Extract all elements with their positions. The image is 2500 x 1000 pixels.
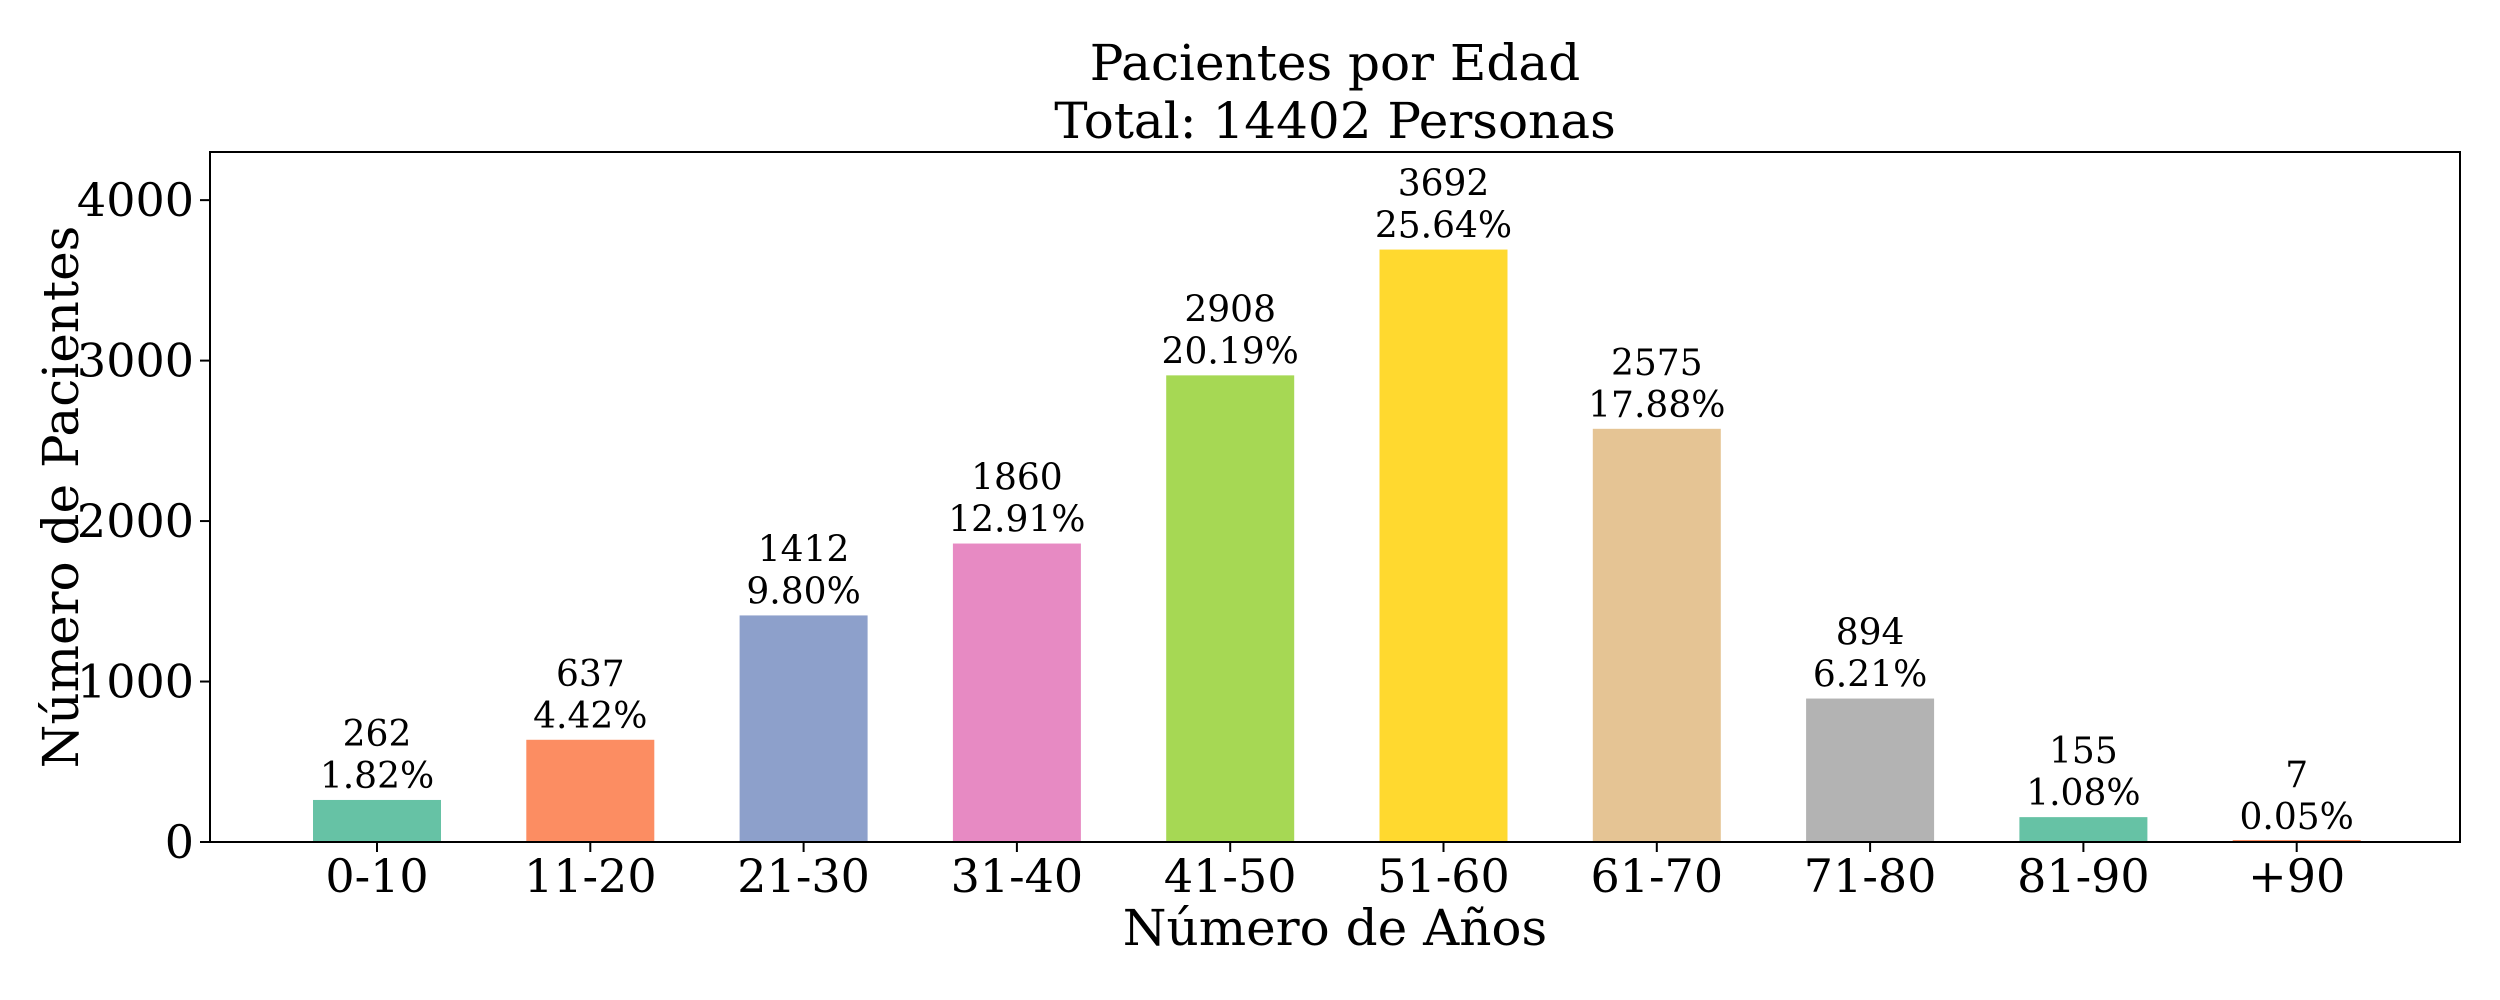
bar-value-label: 7 bbox=[2285, 755, 2308, 796]
y-axis-ticks: 0 1000 2000 3000 4000 bbox=[77, 173, 210, 869]
plot-area-frame bbox=[209, 151, 2461, 843]
chart-subtitle: Total: 14402 Personas bbox=[1054, 92, 1615, 150]
bar-percent-label: 17.88% bbox=[1588, 385, 1725, 426]
bar-percent-label: 25.64% bbox=[1375, 206, 1512, 247]
bar-value-label: 2575 bbox=[1611, 343, 1703, 384]
chart-title: Pacientes por Edad bbox=[1090, 34, 1580, 92]
y-tick-label: 1000 bbox=[77, 655, 194, 709]
bar-41-50 bbox=[1166, 375, 1295, 842]
bar-81-90 bbox=[2019, 817, 2148, 842]
bar-percent-label: 9.80% bbox=[746, 571, 860, 612]
bar-percent-label: 1.82% bbox=[320, 756, 434, 797]
bar-value-label: 1860 bbox=[971, 458, 1063, 499]
bar-61-70 bbox=[1592, 428, 1721, 842]
bar-percent-label: 1.08% bbox=[2026, 773, 2140, 814]
bar-percent-label: 0.05% bbox=[2240, 797, 2354, 838]
y-tick-label: 4000 bbox=[77, 173, 194, 227]
x-tick-label: 41-50 bbox=[1164, 849, 1297, 903]
x-tick-label: 51-60 bbox=[1377, 849, 1510, 903]
x-tick-label: 71-80 bbox=[1804, 849, 1937, 903]
y-tick-label: 3000 bbox=[77, 334, 194, 388]
x-tick-label: 61-70 bbox=[1590, 849, 1723, 903]
bar-value-label: 637 bbox=[556, 654, 625, 695]
bar-value-label: 1412 bbox=[758, 529, 850, 570]
bar-value-label: 2908 bbox=[1184, 289, 1276, 330]
y-tick-label: 0 bbox=[165, 815, 194, 869]
bar-0-10 bbox=[313, 799, 441, 842]
x-tick-label: +90 bbox=[2248, 849, 2345, 903]
bar-percent-label: 12.91% bbox=[948, 500, 1085, 541]
x-axis-label: Número de Años bbox=[1123, 899, 1547, 957]
x-tick-label: 0-10 bbox=[325, 849, 428, 903]
bar-value-label: 894 bbox=[1836, 613, 1905, 654]
x-tick-label: 81-90 bbox=[2017, 849, 2150, 903]
bar-11-20 bbox=[526, 739, 655, 842]
x-tick-label: 31-40 bbox=[951, 849, 1084, 903]
bars-group bbox=[313, 249, 2361, 842]
bar-labels-group: 2621.82%6374.42%14129.80%186012.91%29082… bbox=[320, 164, 2354, 838]
bar-value-label: 155 bbox=[2049, 731, 2118, 772]
bar-percent-label: 4.42% bbox=[533, 696, 647, 737]
bar-51-60 bbox=[1379, 249, 1508, 842]
bar-31-40 bbox=[952, 543, 1081, 842]
bar-value-label: 262 bbox=[343, 714, 412, 755]
x-axis-ticks: 0-10 11-20 21-30 31-40 41-50 51-60 61-70 71-80 8… bbox=[325, 842, 2345, 903]
bar-percent-label: 20.19% bbox=[1162, 331, 1299, 372]
bar-71-80 bbox=[1806, 698, 1935, 842]
bar-percent-label: 6.21% bbox=[1813, 655, 1927, 696]
bar-21-30 bbox=[739, 615, 868, 842]
x-tick-label: 11-20 bbox=[524, 849, 657, 903]
x-tick-label: 21-30 bbox=[737, 849, 870, 903]
y-axis-label: Número de Pacientes bbox=[32, 226, 90, 769]
bar-value-label: 3692 bbox=[1398, 164, 1490, 205]
y-tick-label: 2000 bbox=[77, 494, 194, 548]
